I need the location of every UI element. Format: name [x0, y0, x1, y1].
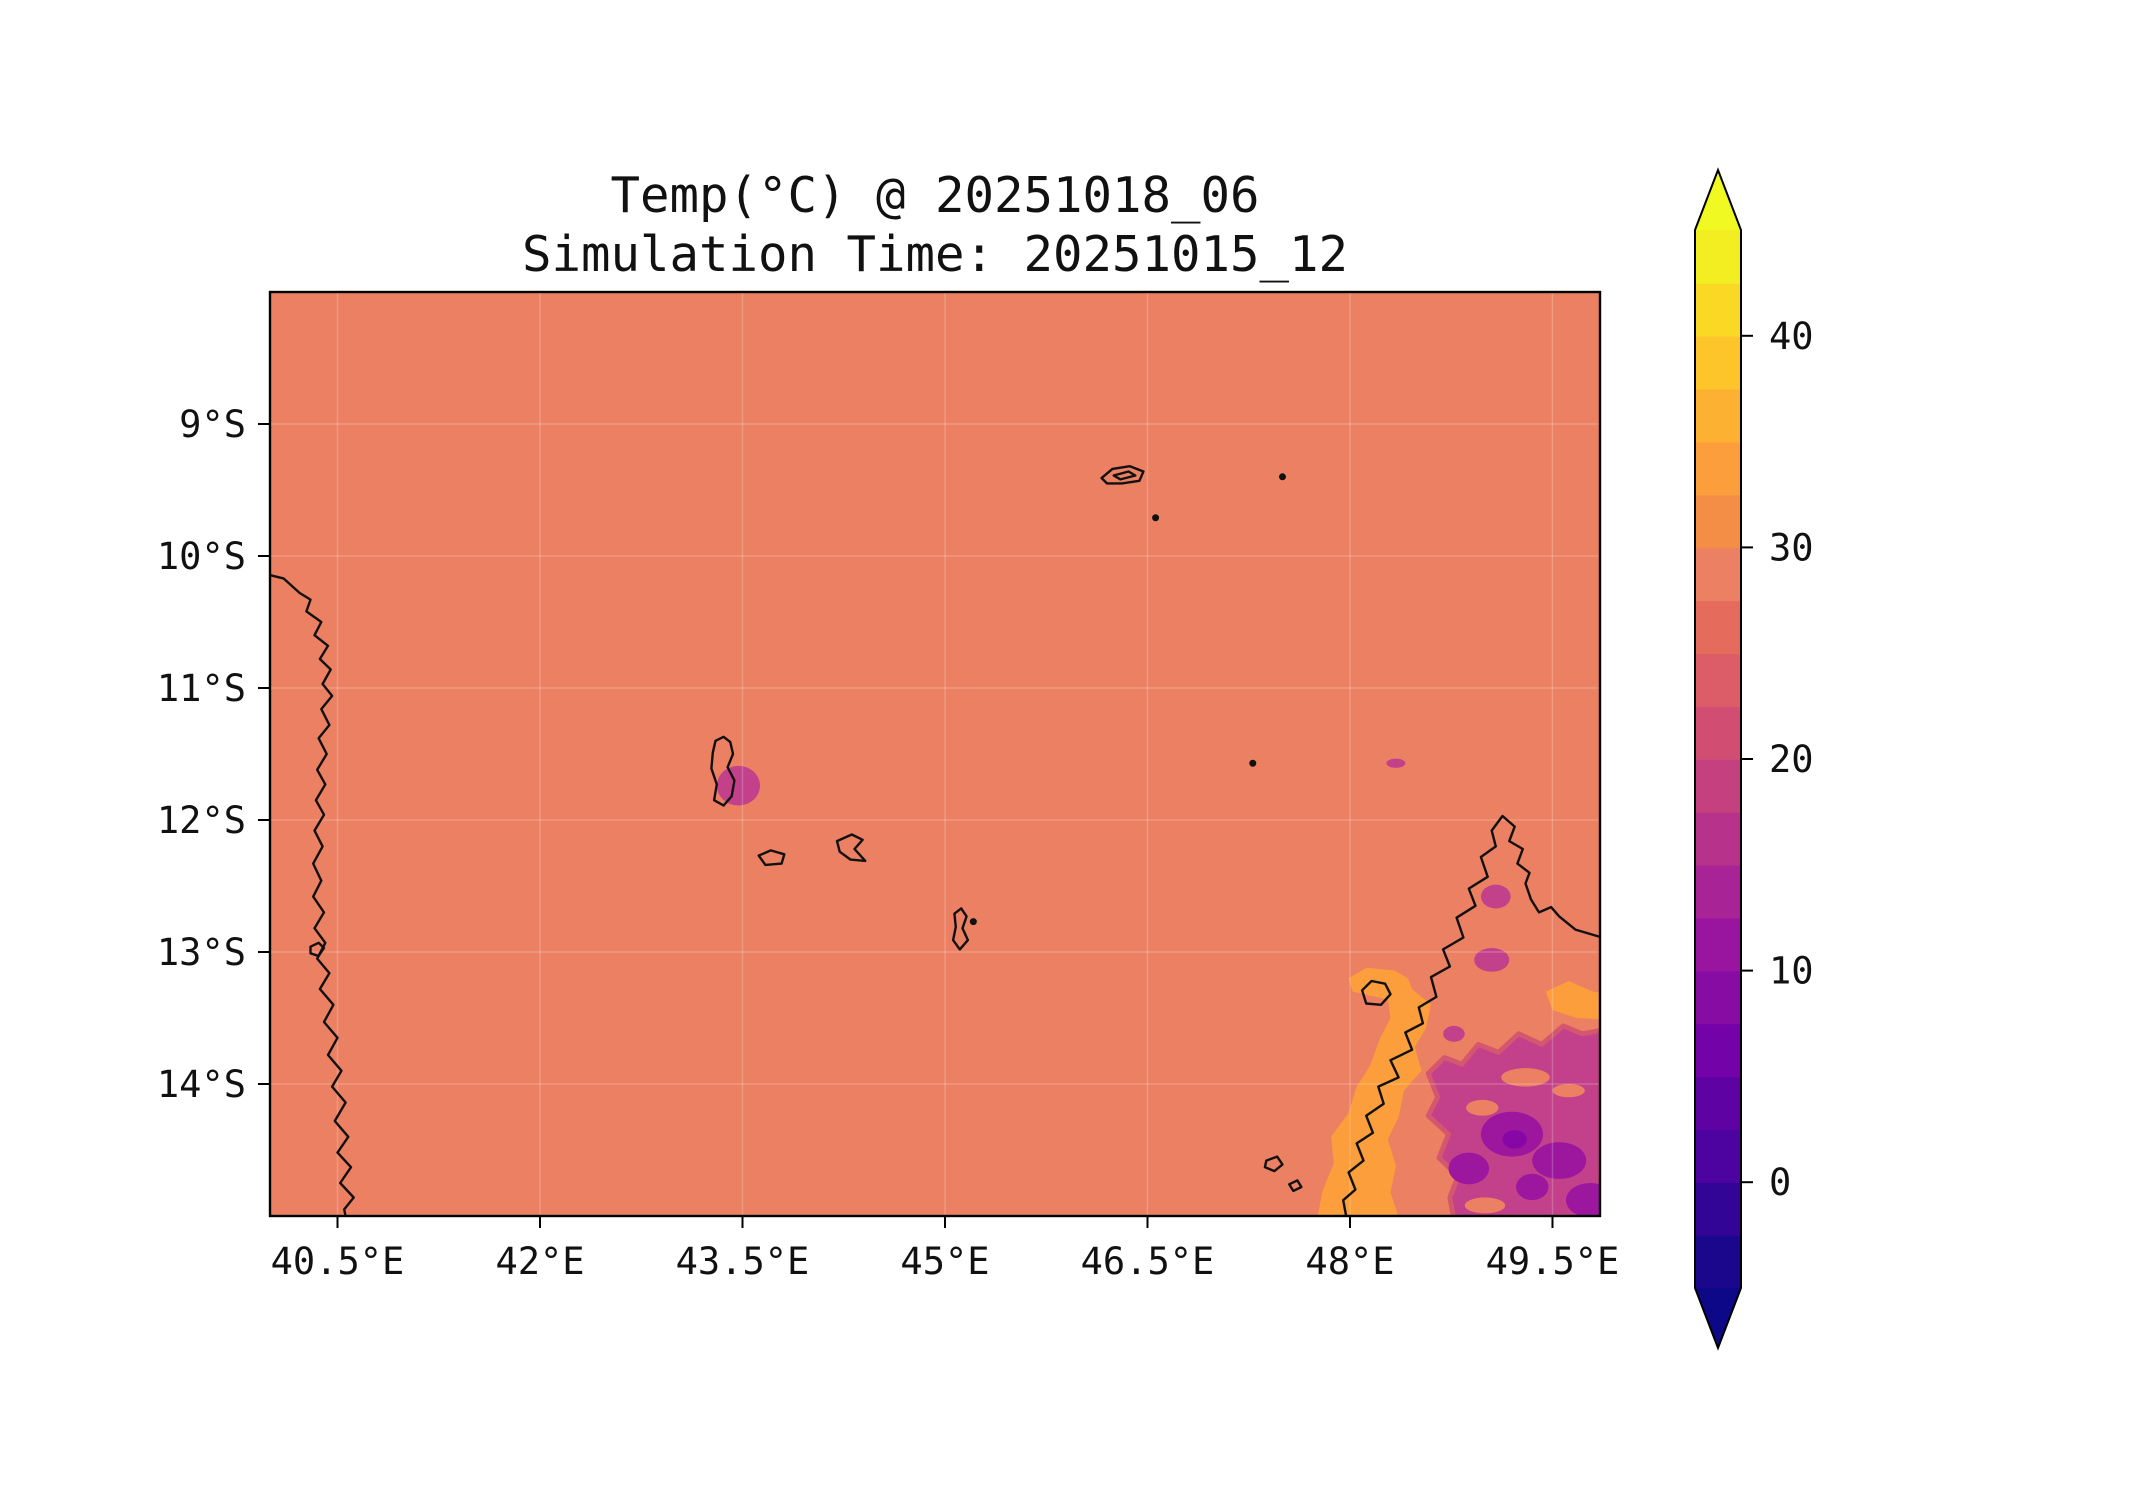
colorbar-outline	[1694, 167, 1742, 1351]
x-tick-label: 48°E	[1305, 1240, 1394, 1283]
colorbar-band	[1695, 1129, 1741, 1183]
contour-patch-cold-blob-5	[1516, 1173, 1549, 1201]
contour-patch-warm-band-west-coast	[1317, 967, 1431, 1216]
colorbar-band	[1695, 811, 1741, 866]
x-tick-label: 49.5°E	[1486, 1240, 1620, 1283]
colorbar-tick-label: 0	[1769, 1161, 1791, 1204]
coastline-grande-comore-island	[710, 735, 736, 807]
colorbar-band	[1695, 547, 1741, 602]
coastline-madagascar-north-coast	[1342, 814, 1600, 1216]
colorbar: 0 10 20 30 40	[1694, 167, 1814, 1351]
colorbar-band	[1695, 335, 1741, 390]
chart-title: Temp(°C) @ 20251018_06	[610, 167, 1260, 224]
islet-dot-glorioso-island	[1249, 759, 1257, 767]
islet-dot-cosmoledo-island	[1278, 473, 1286, 481]
graticule	[270, 292, 1600, 1216]
contour-patch-warm-gap-3	[1552, 1084, 1585, 1098]
colorbar-band	[1695, 282, 1741, 337]
coastline-anjouan-island	[835, 833, 867, 863]
x-tick-label: 46.5°E	[1081, 1240, 1215, 1283]
x-tick-label: 43.5°E	[676, 1240, 810, 1283]
colorbar-extend-under	[1695, 1288, 1741, 1348]
y-tick-label: 10°S	[157, 535, 246, 578]
colorbar-band	[1695, 706, 1741, 760]
y-tick-label: 14°S	[157, 1063, 246, 1106]
colorbar-band	[1695, 441, 1741, 496]
contour-patch-cool-spot-westcoast	[1443, 1025, 1465, 1042]
axes: 40.5°E 42°E 43.5°E 45°E 46.5°E 48°E 49.5°E 9°S 1…	[157, 403, 1619, 1283]
contour-patch-cool-spot-grande-comore	[716, 765, 761, 806]
coastline-aldabra-atoll	[1100, 465, 1145, 485]
colorbar-band	[1695, 388, 1741, 443]
contour-patch-cold-blob-2	[1448, 1152, 1490, 1185]
colorbar-tick-label: 10	[1769, 950, 1814, 993]
colorbar-extend-over	[1695, 170, 1741, 230]
plot-frame	[268, 290, 1602, 1218]
colorbar-band	[1695, 600, 1741, 654]
map-layers	[270, 292, 1600, 1216]
coastline-aldabra-lagoon	[1112, 470, 1137, 481]
coastline-nosy-be-island	[1360, 979, 1392, 1006]
contour-patch-cool-spot-northeast	[1480, 884, 1511, 909]
y-tick-label: 13°S	[157, 931, 246, 974]
contour-patch-cool-spot-bay	[1474, 948, 1510, 972]
colorbar-band	[1695, 230, 1741, 284]
contour-patch-cool-fleck-ocean	[1386, 758, 1406, 768]
contour-patch-warm-band-east-fringe	[1545, 981, 1600, 1020]
contour-patch-warm-gap-1	[1501, 1068, 1550, 1087]
colorbar-band	[1695, 1076, 1741, 1131]
y-tick-label: 9°S	[179, 403, 246, 446]
colorbar-band	[1695, 1182, 1741, 1236]
islet-dot-mayotte-islet	[969, 918, 977, 926]
colorbar-band	[1695, 864, 1741, 919]
x-tick-label: 42°E	[495, 1240, 584, 1283]
colorbar-tick-label: 20	[1769, 738, 1814, 781]
colorbar-band	[1695, 1023, 1741, 1078]
x-tick-label: 45°E	[900, 1240, 989, 1283]
colorbar-band	[1695, 970, 1741, 1025]
coastline-moheli-island	[757, 849, 786, 867]
colorbar-band	[1695, 759, 1741, 813]
contour-patch-cold-blob-4	[1565, 1183, 1600, 1216]
contour-patch-warm-gap-4	[1464, 1197, 1506, 1214]
y-tick-label: 11°S	[157, 667, 246, 710]
y-tick-label: 12°S	[157, 799, 246, 842]
contour-patch-coldest-spot	[1502, 1130, 1527, 1149]
coastlines	[270, 465, 1600, 1216]
colorbar-band	[1695, 917, 1741, 972]
colorbar-tick-label: 30	[1769, 526, 1814, 569]
coastline-africa-small-island	[309, 941, 326, 958]
contour-patch-cold-blob-3	[1532, 1142, 1587, 1180]
chart-subtitle: Simulation Time: 20251015_12	[521, 226, 1349, 283]
coastline-island-sw-2	[1288, 1179, 1303, 1193]
colorbar-band	[1695, 653, 1741, 707]
colorbar-tick-label: 40	[1769, 315, 1814, 358]
colorbar-band	[1695, 1235, 1741, 1289]
coastline-africa-mozambique-coast	[270, 573, 355, 1216]
x-tick-label: 40.5°E	[271, 1240, 405, 1283]
colorbar-band	[1695, 494, 1741, 549]
islet-dot-assumption-island	[1152, 514, 1160, 522]
coastline-island-sw-1	[1263, 1155, 1284, 1173]
contour-patch-warm-gap-2	[1466, 1099, 1499, 1116]
coastline-mayotte-island	[951, 907, 970, 951]
